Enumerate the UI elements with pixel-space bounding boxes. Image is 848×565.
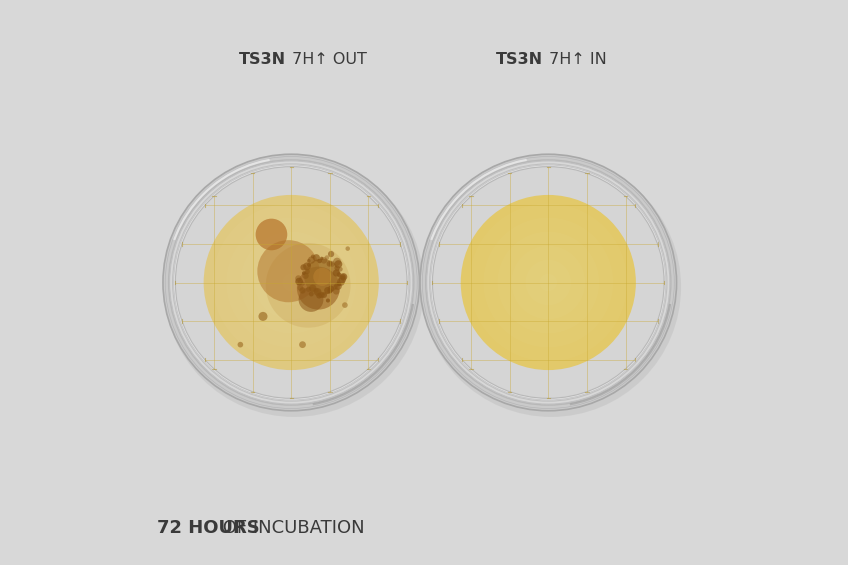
Circle shape [421,157,681,417]
Circle shape [342,302,348,308]
Circle shape [163,154,420,411]
Circle shape [340,274,346,280]
Circle shape [176,167,407,398]
Circle shape [345,246,350,251]
Text: 7H↑ OUT: 7H↑ OUT [287,52,366,67]
Circle shape [299,341,306,348]
Circle shape [334,260,343,268]
Circle shape [313,268,332,286]
Circle shape [309,292,314,297]
Circle shape [297,267,340,310]
Circle shape [426,160,671,405]
Circle shape [304,269,310,274]
Circle shape [337,272,342,277]
Circle shape [303,262,311,270]
Circle shape [337,278,345,286]
Circle shape [311,254,315,258]
Circle shape [259,312,267,321]
Circle shape [460,195,636,370]
Circle shape [334,266,340,271]
Circle shape [334,282,342,290]
Text: 7H↑ IN: 7H↑ IN [544,52,606,67]
Circle shape [313,254,320,262]
Circle shape [333,258,341,266]
Circle shape [257,240,320,302]
Text: TS3N: TS3N [238,52,286,67]
Text: TS3N: TS3N [495,52,543,67]
Circle shape [329,260,335,267]
Circle shape [316,293,322,298]
Circle shape [295,278,303,285]
Circle shape [204,195,379,370]
Circle shape [165,157,424,417]
Circle shape [237,342,243,347]
Circle shape [324,287,331,294]
Circle shape [317,259,322,263]
Circle shape [338,267,343,272]
Circle shape [307,263,311,267]
Circle shape [321,292,327,298]
Circle shape [432,167,664,398]
Circle shape [169,160,414,405]
Circle shape [307,259,310,263]
Circle shape [302,271,306,275]
Circle shape [333,288,339,294]
Circle shape [328,251,334,257]
Circle shape [326,261,332,267]
Circle shape [314,288,319,293]
Circle shape [325,255,329,260]
Circle shape [338,276,346,283]
Circle shape [320,257,323,260]
Circle shape [308,257,315,264]
Circle shape [299,288,305,294]
Circle shape [332,285,338,290]
Circle shape [327,288,332,293]
Text: 72 HOURS: 72 HOURS [158,519,260,537]
Circle shape [306,286,311,292]
Circle shape [304,259,340,295]
Circle shape [298,285,304,291]
Circle shape [309,285,316,292]
Circle shape [301,281,304,286]
Circle shape [173,164,410,401]
Circle shape [337,281,342,286]
Circle shape [340,273,348,281]
Circle shape [298,287,323,312]
Circle shape [319,292,325,298]
Circle shape [295,275,302,281]
Circle shape [265,243,350,328]
Circle shape [420,154,677,411]
Circle shape [321,257,327,264]
Circle shape [328,285,334,292]
Circle shape [430,164,667,401]
Circle shape [255,219,287,250]
Circle shape [303,272,309,279]
Circle shape [314,288,321,296]
Circle shape [326,298,330,302]
Circle shape [332,270,340,276]
Text: OF INCUBATION: OF INCUBATION [216,519,365,537]
Circle shape [300,264,307,271]
